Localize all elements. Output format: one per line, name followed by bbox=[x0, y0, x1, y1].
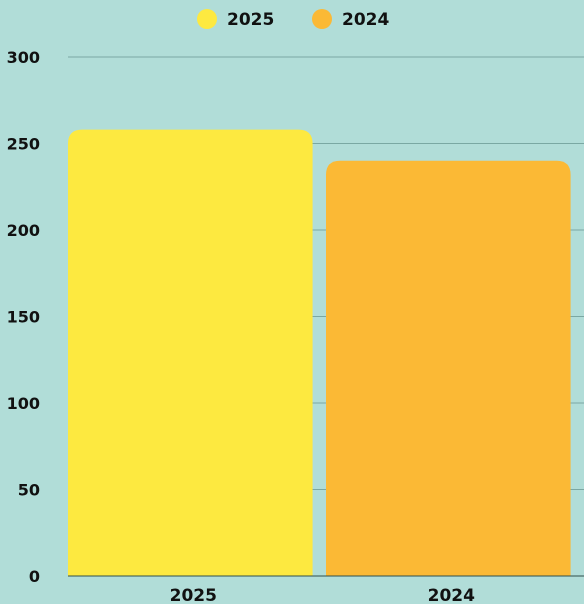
bar-2025 bbox=[68, 129, 313, 576]
y-tick-label: 150 bbox=[7, 308, 40, 327]
legend-label: 2025 bbox=[227, 10, 274, 30]
y-tick-label: 100 bbox=[7, 394, 40, 413]
bar-2024 bbox=[326, 160, 571, 577]
y-tick-label: 300 bbox=[7, 48, 40, 67]
y-tick-label: 50 bbox=[18, 481, 40, 500]
bars bbox=[68, 129, 571, 577]
x-axis: 2025 2024 bbox=[68, 575, 584, 604]
legend-label: 2024 bbox=[342, 10, 389, 30]
legend: 2025 2024 bbox=[197, 9, 389, 30]
y-tick-label: 0 bbox=[29, 567, 40, 586]
x-tick-label: 2025 bbox=[170, 586, 217, 604]
legend-swatch-2025 bbox=[197, 9, 217, 29]
y-tick-label: 200 bbox=[7, 221, 40, 240]
y-tick-label: 250 bbox=[7, 135, 40, 154]
x-tick-label: 2024 bbox=[428, 586, 475, 604]
y-axis: 0 50 100 150 200 250 300 bbox=[7, 48, 40, 586]
legend-swatch-2024 bbox=[312, 9, 332, 29]
